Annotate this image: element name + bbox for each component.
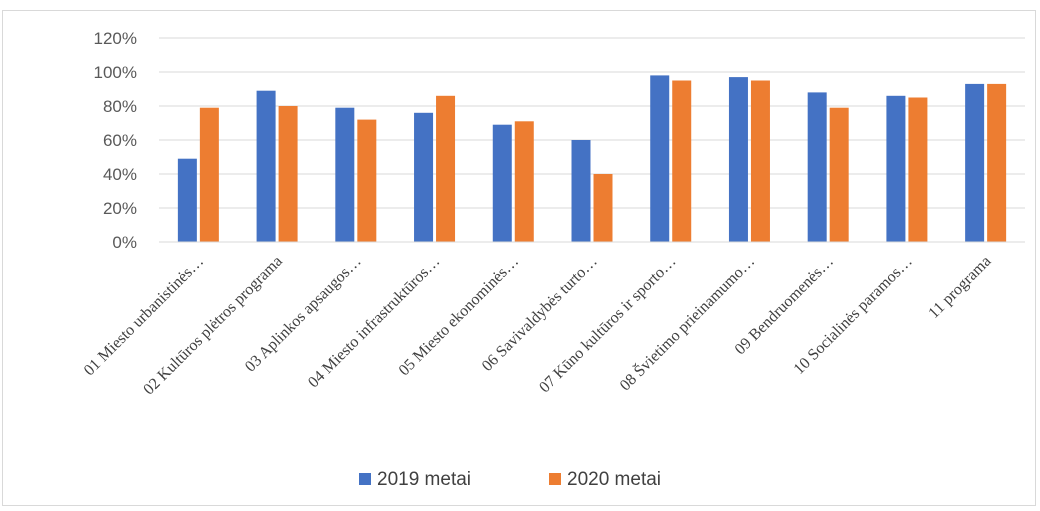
- bar-2019: [492, 124, 512, 242]
- legend-label: 2020 metai: [567, 469, 661, 490]
- y-tick-label: 40%: [103, 165, 137, 184]
- bar-2020: [750, 80, 770, 242]
- y-tick-label: 100%: [94, 63, 137, 82]
- bar-chart: 0% 20% 40% 60% 80% 100% 120% 01 Miesto urbanis…: [81, 29, 1025, 490]
- bar-2020: [278, 106, 298, 242]
- bar-2020: [829, 107, 849, 242]
- gridlines: [159, 37, 1025, 209]
- bar-2020: [514, 121, 534, 242]
- x-category-label: 07 Kūno kultūros ir sporto…: [536, 253, 679, 396]
- y-tick-label: 0%: [112, 233, 137, 252]
- y-axis-tick-labels: 0% 20% 40% 60% 80% 100% 120%: [94, 29, 137, 252]
- x-category-label: 04 Miesto infrastruktūros…: [305, 253, 443, 391]
- bar-2019: [807, 92, 827, 243]
- y-tick-label: 120%: [94, 29, 137, 48]
- bar-2019: [728, 77, 748, 242]
- y-tick-label: 20%: [103, 199, 137, 218]
- bar-2020: [436, 95, 456, 242]
- legend-swatch-2020: [549, 473, 561, 485]
- legend-label: 2019 metai: [377, 469, 471, 490]
- bar-2020: [199, 107, 219, 242]
- bar-2019: [650, 75, 670, 243]
- legend-swatch-2019: [359, 473, 371, 485]
- y-tick-label: 80%: [103, 97, 137, 116]
- bar-2019: [965, 83, 985, 243]
- x-axis-category-labels: 01 Miesto urbanistinės…02 Kultūros plėtr…: [81, 251, 995, 398]
- bars: [177, 75, 1007, 243]
- bar-2019: [414, 112, 434, 242]
- bar-2020: [593, 174, 613, 242]
- bar-2019: [177, 158, 197, 242]
- bar-2019: [335, 107, 355, 242]
- x-category-label: 08 Švietimo prieinamumo…: [615, 251, 758, 394]
- bar-2019: [886, 95, 906, 242]
- x-category-label: 11 programa: [925, 253, 994, 322]
- bar-2020: [987, 83, 1007, 243]
- bar-2020: [908, 97, 928, 242]
- bar-2020: [672, 80, 692, 242]
- bar-2019: [256, 90, 276, 242]
- x-category-label: 02 Kultūros plėtros programa: [140, 253, 286, 399]
- y-tick-label: 60%: [103, 131, 137, 150]
- bar-2020: [357, 119, 377, 242]
- legend: 2019 metai 2020 metai: [359, 469, 661, 490]
- chart-frame: 0% 20% 40% 60% 80% 100% 120% 01 Miesto urbanis…: [2, 10, 1036, 506]
- bar-2019: [571, 140, 591, 242]
